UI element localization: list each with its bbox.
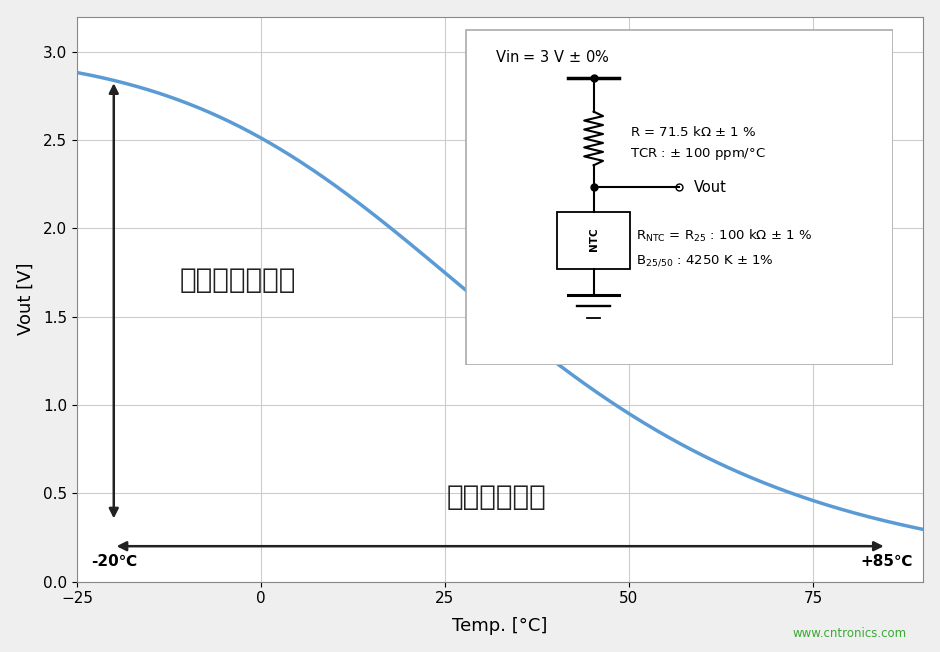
Text: NTC: NTC: [588, 228, 599, 251]
X-axis label: Temp. [°C]: Temp. [°C]: [452, 617, 548, 635]
Bar: [557, 213, 630, 269]
Y-axis label: Vout [V]: Vout [V]: [17, 263, 35, 335]
Text: 大きな電圧変化: 大きな電圧変化: [180, 265, 296, 293]
Text: www.cntronics.com: www.cntronics.com: [793, 627, 907, 640]
Text: Vin = 3 V $\pm$ 0%: Vin = 3 V $\pm$ 0%: [495, 50, 610, 65]
Text: Vout: Vout: [694, 180, 727, 195]
Text: R$_{\rm NTC}$ = R$_{25}$ : 100 k$\Omega$ $\pm$ 1 %: R$_{\rm NTC}$ = R$_{25}$ : 100 k$\Omega$…: [636, 228, 812, 244]
Text: R = 71.5 k$\Omega$ $\pm$ 1 %: R = 71.5 k$\Omega$ $\pm$ 1 %: [630, 125, 757, 139]
Text: +85℃: +85℃: [860, 554, 913, 569]
Text: 広い温度域で: 広い温度域で: [446, 482, 546, 511]
Text: -20℃: -20℃: [90, 554, 137, 569]
Text: TCR : $\pm$ 100 ppm/°C: TCR : $\pm$ 100 ppm/°C: [630, 145, 765, 162]
Text: B$_{25/50}$ : 4250 K $\pm$ 1%: B$_{25/50}$ : 4250 K $\pm$ 1%: [636, 254, 774, 269]
